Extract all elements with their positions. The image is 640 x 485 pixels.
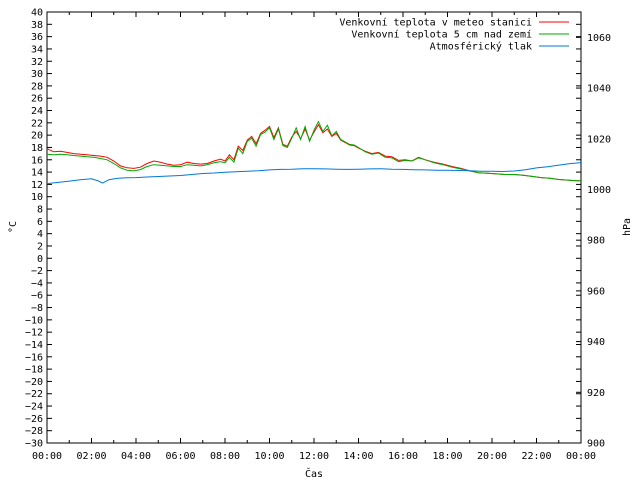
y-left-tick-label: 38 (31, 20, 43, 31)
series (46, 120, 582, 185)
x-tick-label: 08:00 (210, 451, 240, 462)
y-left-tick-label: −18 (25, 365, 43, 376)
y-right-tick-label: 920 (587, 388, 605, 399)
plot-frame (46, 11, 582, 444)
y-left-tick-label: 28 (31, 81, 43, 92)
y-left-tick-label: −20 (25, 377, 43, 388)
x-tick-label: 00:00 (566, 451, 596, 462)
series-line-2 (46, 120, 581, 182)
y-left-tick-label: 4 (37, 229, 43, 240)
x-tick-label: 10:00 (254, 451, 284, 462)
y-left-tick-label: −16 (25, 352, 43, 363)
y-left-tick-label: 32 (31, 57, 43, 68)
series-line-3 (46, 162, 582, 185)
y-left-tick-label: 16 (31, 155, 43, 166)
legend-label-1: Venkovní teplota v meteo stanici (339, 17, 532, 29)
y-left-tick-label: 26 (31, 94, 43, 105)
y-left-tick-label: −24 (25, 402, 43, 413)
y-right-tick-label: 1060 (587, 33, 611, 44)
y-left-tick-label: 12 (31, 180, 43, 191)
y-left-tick-label: −22 (25, 389, 43, 400)
x-tick-label: 18:00 (432, 451, 462, 462)
y-left-tick-label: 22 (31, 118, 43, 129)
y-left-tick-label: 8 (37, 205, 43, 216)
x-tick-label: 14:00 (343, 451, 373, 462)
y-left-tick-label: 2 (37, 241, 43, 252)
x-tick-label: 04:00 (121, 451, 151, 462)
x-tick-label: 12:00 (299, 451, 329, 462)
y-left-tick-label: −4 (31, 278, 43, 289)
y-left-tick-label: 0 (37, 254, 43, 265)
y-left-tick-label: −26 (25, 414, 43, 425)
x-tick-label: 06:00 (165, 451, 195, 462)
x-tick-label: 02:00 (76, 451, 106, 462)
y-left-tick-label: 30 (31, 69, 43, 80)
y-right-tick-label: 980 (587, 236, 605, 247)
y-right-tick-label: 960 (587, 286, 605, 297)
y-axis-left-label: °C (8, 221, 19, 233)
legend-label-2: Venkovní teplota 5 cm nad zemí (351, 29, 532, 41)
axes (46, 11, 582, 444)
y-left-tick-label: 6 (37, 217, 43, 228)
y-left-tick-label: 10 (31, 192, 43, 203)
x-tick-label: 16:00 (388, 451, 418, 462)
y-left-tick-label: 34 (31, 44, 43, 55)
legend-label-3: Atmosférický tlak (430, 41, 532, 53)
ticks: 4038363432302826242220181614121086420−2−… (25, 8, 611, 463)
y-axis-right-label: hPa (622, 218, 633, 236)
x-tick-label: 22:00 (521, 451, 551, 462)
y-left-tick-label: 40 (31, 8, 43, 19)
y-left-tick-label: −10 (25, 315, 43, 326)
x-axis-label: Čas (305, 467, 323, 480)
y-left-tick-label: −30 (25, 439, 43, 450)
y-left-tick-label: 24 (31, 106, 43, 117)
x-tick-label: 00:00 (32, 451, 62, 462)
y-left-tick-label: −12 (25, 328, 43, 339)
y-left-tick-label: −6 (31, 291, 43, 302)
y-right-tick-label: 1040 (587, 84, 611, 95)
y-left-tick-label: −8 (31, 303, 43, 314)
y-left-tick-label: 36 (31, 32, 43, 43)
y-left-tick-label: −14 (25, 340, 43, 351)
x-tick-label: 20:00 (477, 451, 507, 462)
y-left-tick-label: 14 (31, 168, 43, 179)
legend: Venkovní teplota v meteo staniciVenkovní… (339, 17, 569, 53)
y-left-tick-label: 20 (31, 131, 43, 142)
y-right-tick-label: 1020 (587, 134, 611, 145)
y-left-tick-label: −28 (25, 426, 43, 437)
y-left-tick-label: 18 (31, 143, 43, 154)
series-line-1 (46, 123, 581, 182)
y-right-tick-label: 900 (587, 439, 605, 450)
y-right-tick-label: 1000 (587, 185, 611, 196)
y-right-tick-label: 940 (587, 337, 605, 348)
y-left-tick-label: −2 (31, 266, 43, 277)
